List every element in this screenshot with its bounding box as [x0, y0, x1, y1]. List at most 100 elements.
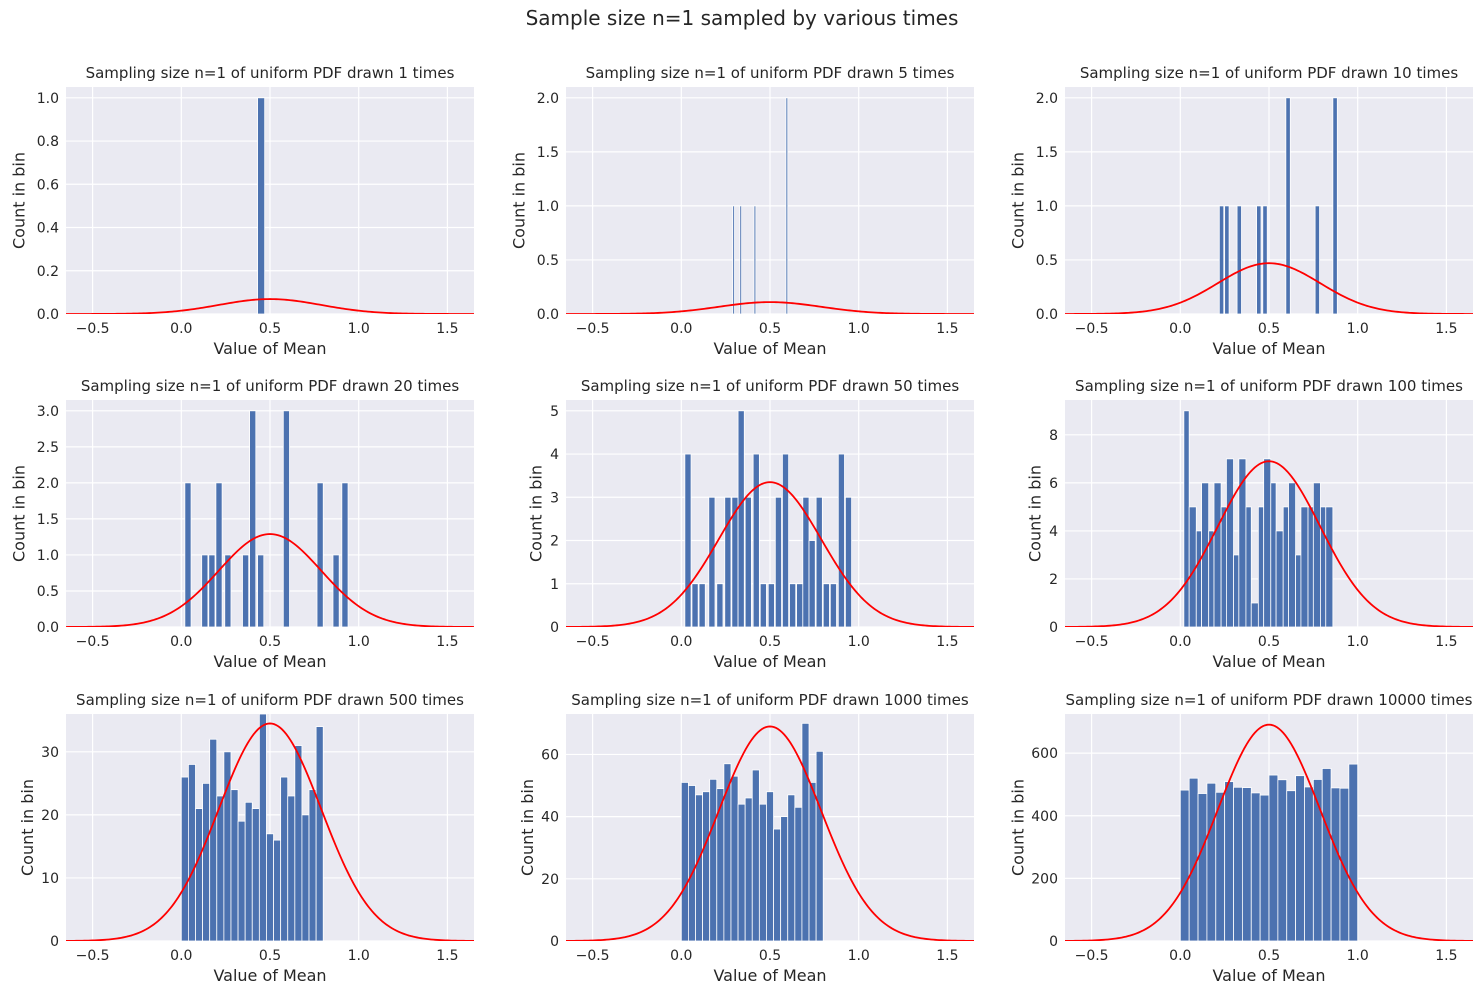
histogram-bar	[822, 583, 830, 627]
y-axis-label: Count in bin	[18, 779, 37, 876]
x-axis-label: Value of Mean	[213, 339, 326, 358]
bars	[684, 410, 852, 627]
histogram-bar	[244, 801, 253, 941]
histogram-bar	[808, 782, 817, 941]
histogram-bar	[224, 554, 232, 627]
subplot-title: Sampling size n=1 of uniform PDF drawn 5…	[586, 64, 955, 82]
histogram-bar	[1208, 530, 1215, 627]
histogram-bar	[782, 453, 790, 627]
x-tick-label: 0.5	[1258, 948, 1280, 964]
y-tick-label: 0.0	[37, 307, 59, 323]
y-axis-label: Count in bin	[510, 152, 529, 249]
histogram-bar	[1233, 786, 1243, 941]
x-tick-label: 1.0	[1347, 948, 1369, 964]
histogram-bar	[815, 496, 823, 627]
histogram-bar	[1300, 506, 1309, 627]
histogram-bar	[730, 775, 739, 941]
histogram-bar	[789, 583, 797, 627]
histogram-bar	[195, 808, 203, 941]
x-tick-label: −0.5	[76, 321, 110, 337]
histogram-bar	[273, 839, 282, 941]
x-tick-label: 0.5	[759, 321, 781, 337]
x-tick-label: 0.0	[1169, 321, 1191, 337]
x-axis-label: Value of Mean	[713, 966, 826, 985]
x-tick-label: −0.5	[1075, 948, 1109, 964]
histogram-bar	[1295, 775, 1305, 941]
histogram-bar	[780, 816, 789, 941]
y-tick-label: 0	[1049, 620, 1058, 636]
x-tick-label: 1.5	[936, 321, 958, 337]
subplot-5: −0.5 0.0 0.5 1.0 1.5 0 1 2 3 4 5 Sampling size n=1 …	[527, 377, 974, 671]
histogram-bar	[202, 782, 211, 941]
histogram-bar	[773, 828, 782, 941]
y-tick-label: 1.0	[1036, 199, 1058, 215]
y-tick-label: 3.0	[37, 404, 59, 420]
x-tick-label: 1.5	[1435, 634, 1457, 650]
histogram-bar	[184, 482, 192, 627]
y-axis-label: Count in bin	[1009, 152, 1028, 249]
subplot-6: −0.5 0.0 0.5 1.0 1.5 0 2 4 6 8 Sampling size n=1 o…	[1026, 377, 1473, 671]
histogram-bar	[1236, 205, 1242, 314]
histogram-bar	[1215, 791, 1226, 941]
histogram-bar	[1286, 790, 1297, 941]
histogram-bar	[1224, 781, 1234, 941]
histogram-bar	[1183, 410, 1190, 627]
y-tick-label: 2	[1049, 572, 1058, 588]
y-axis-label: Count in bin	[1009, 779, 1028, 876]
histogram-bar	[787, 794, 796, 941]
histogram-bar	[341, 482, 349, 627]
histogram-bar	[257, 554, 265, 627]
x-tick-label: 0.5	[259, 634, 281, 650]
y-tick-label: 0	[550, 620, 559, 636]
subplot-title: Sampling size n=1 of uniform PDF drawn 1…	[1066, 691, 1473, 709]
histogram-bar	[808, 540, 816, 627]
subplot-4: −0.5 0.0 0.5 1.0 1.5 0.0 0.5 1.0 1.5 2.0 2.5 3.0 Sam…	[10, 377, 474, 671]
histogram-bar	[829, 583, 837, 627]
histogram-bar	[1263, 458, 1272, 627]
subplot-title: Sampling size n=1 of uniform PDF drawn 1…	[1075, 377, 1463, 395]
y-tick-label: 2.0	[37, 476, 59, 492]
x-tick-label: 0.0	[1169, 948, 1191, 964]
histogram-bar	[301, 814, 310, 941]
y-tick-label: 20	[541, 872, 559, 888]
y-tick-label: 0.5	[37, 584, 59, 600]
subplot-2: −0.5 0.0 0.5 1.0 1.5 0.0 0.5 1.0 1.5 2.0 Sampling …	[510, 64, 974, 358]
normal-curve	[1065, 460, 1473, 627]
y-tick-label: 2.0	[537, 91, 559, 107]
histogram-bar	[315, 726, 324, 941]
x-tick-label: −0.5	[76, 634, 110, 650]
histogram-bar	[1224, 205, 1230, 314]
y-tick-label: 0.2	[37, 264, 59, 280]
histogram-bar	[258, 714, 267, 941]
x-axis-label: Value of Mean	[713, 652, 826, 671]
y-tick-label: 2.0	[1036, 91, 1058, 107]
x-tick-label: 1.5	[936, 948, 958, 964]
histogram-bar	[1195, 530, 1202, 627]
x-tick-label: 1.0	[848, 634, 870, 650]
histogram-bar	[1282, 506, 1289, 627]
y-tick-label: 0.0	[1036, 307, 1058, 323]
x-tick-label: 0.5	[259, 948, 281, 964]
histogram-bar	[294, 745, 303, 941]
y-tick-label: 0.6	[37, 177, 59, 193]
histogram-bar	[1259, 794, 1270, 941]
x-tick-label: −0.5	[76, 948, 110, 964]
histogram-bar	[209, 738, 218, 941]
histogram-bar	[1245, 506, 1252, 627]
histogram-bar	[1304, 786, 1314, 941]
histogram-bar	[1241, 787, 1252, 941]
histogram-bar	[1348, 763, 1359, 941]
x-tick-label: 0.0	[170, 321, 192, 337]
y-tick-label: 5	[550, 404, 559, 420]
y-tick-label: 20	[41, 808, 59, 824]
histogram-bar	[208, 554, 216, 627]
normal-curve	[66, 533, 474, 627]
histogram-bar	[1275, 530, 1284, 627]
histogram-bar	[1321, 768, 1332, 941]
subplot-9: −0.5 0.0 0.5 1.0 1.5 0 200 400 600 Sampling size …	[1009, 691, 1473, 985]
subplot-title: Sampling size n=1 of uniform PDF drawn 5…	[581, 377, 960, 395]
histogram-bar	[308, 789, 317, 941]
x-tick-label: −0.5	[1075, 634, 1109, 650]
histogram-bar	[691, 583, 699, 627]
y-tick-label: 0	[1049, 934, 1058, 950]
